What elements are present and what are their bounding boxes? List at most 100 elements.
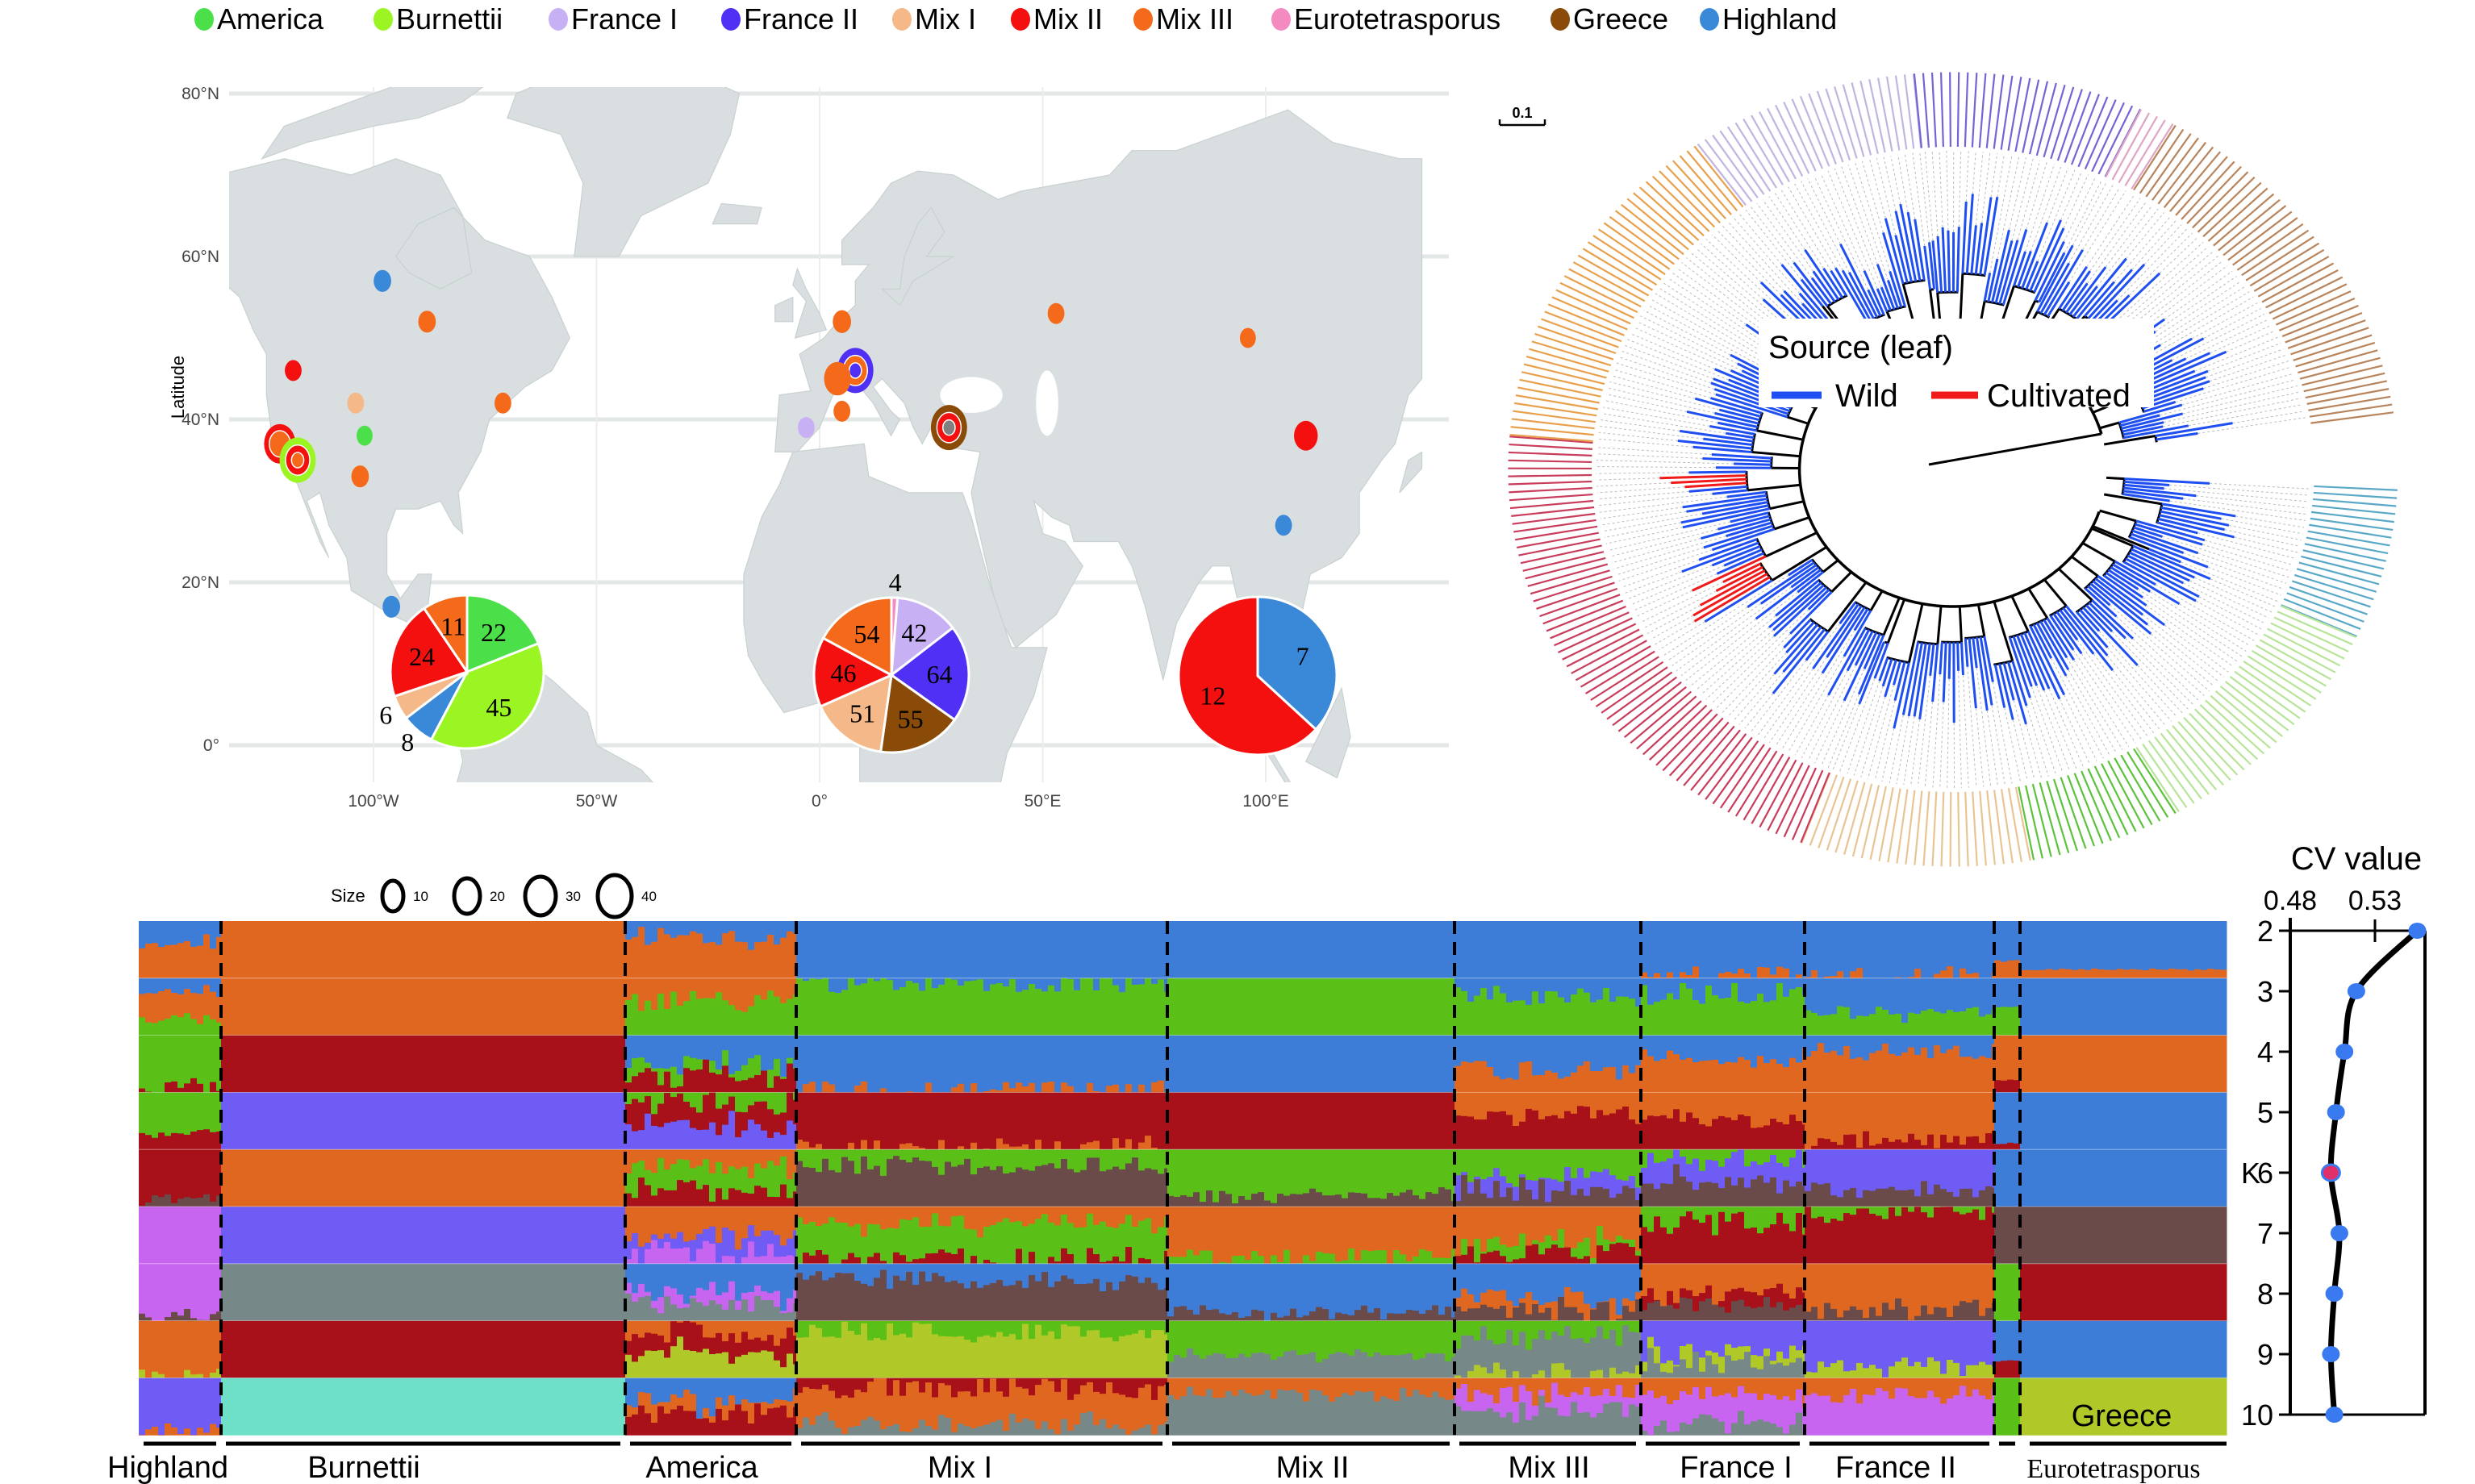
ancestry-bar [1054,1391,1062,1435]
ancestry-bar [835,1320,842,1339]
ancestry-bar [1100,1263,1107,1292]
ancestry-bar [1406,1353,1413,1378]
ancestry-bar [716,978,723,993]
ancestry-bar [1061,921,1068,979]
ancestry-bar [1480,1378,1488,1394]
leader-line [2160,379,2296,416]
ancestry-bar [1455,1035,1462,1067]
tip-label [2257,256,2330,298]
ancestry-bar [1180,1035,1187,1093]
ancestry-bar [1513,1402,1520,1424]
ancestry-bar [1100,1035,1107,1093]
wild-leaf [1867,289,1882,317]
ancestry-bar [938,1149,945,1176]
ancestry-bar [874,1320,881,1339]
ancestry-bar [938,1415,945,1436]
ancestry-bar [1413,921,1420,979]
ancestry-bar [1406,921,1413,979]
tip-label [1705,736,1753,800]
ancestry-bar [1571,1194,1578,1207]
tip-label [2157,141,2207,205]
ancestry-bar [638,1207,645,1248]
pie-slice-label: 22 [481,618,507,647]
leader-line [1876,158,1897,236]
ancestry-bar [505,1035,512,1093]
leader-line [1975,152,1984,226]
ancestry-bar [382,1092,390,1150]
ancestry-bar [197,921,204,947]
ancestry-bar [1029,1035,1036,1084]
ancestry-bar [1571,1292,1578,1308]
ancestry-bar [1158,1207,1165,1228]
ancestry-bar [165,944,172,979]
tip-label [1964,72,1969,148]
ancestry-bar [970,1378,978,1397]
ancestry-bar [1519,1000,1526,1036]
ancestry-bar [906,1162,913,1207]
ancestry-bar [1603,1251,1610,1265]
ancestry-bar [645,1113,652,1150]
ancestry-bar [1480,1304,1488,1322]
ancestry-bar [184,1369,191,1378]
ancestry-bar [1506,1378,1513,1388]
legend-label: Mix I [915,2,976,35]
ancestry-bar [1400,1354,1407,1378]
ancestry-bar [809,1082,816,1093]
ancestry-bar [728,1230,736,1257]
tip-label [2018,786,2035,861]
leader-line [2107,647,2172,722]
ancestry-bar [158,991,165,1022]
leader-line [1939,151,1943,227]
ancestry-bar [1461,1092,1468,1117]
ancestry-bar [970,1207,978,1230]
ancestry-bar [1480,978,1488,989]
ancestry-bar [1238,978,1246,1036]
leader-line [1853,686,1884,776]
ancestry-bar [651,1351,658,1378]
leader-line [1890,155,1901,205]
ancestry-bar [887,1228,894,1265]
ancestry-bar [761,1300,768,1322]
ancestry-bar [1432,1149,1439,1194]
ancestry-bar [615,1207,622,1265]
leader-line [2169,484,2309,496]
ancestry-bar [880,1263,887,1270]
tip-label [2210,694,2271,749]
ancestry-bar [337,1263,344,1322]
wild-leaf [1726,431,1755,440]
ancestry-bar [1187,1149,1194,1198]
ancestry-bar [1029,1092,1036,1150]
ancestry-bar [703,1159,710,1186]
ancestry-bar [608,1092,616,1150]
ancestry-bar [1009,1285,1016,1322]
ancestry-bar [1061,1419,1068,1436]
tree-branch [1907,603,1924,663]
ancestry-bar [408,1207,415,1265]
ancestry-bar [1419,1149,1426,1200]
ancestry-bar [1303,1255,1310,1265]
ancestry-bar [505,1207,512,1265]
ancestry-bar [253,1207,261,1265]
ancestry-bar [899,1333,907,1378]
ancestry-bar [716,992,723,1036]
group-label: America [645,1451,758,1484]
ancestry-bar [1474,1390,1481,1412]
ancestry-bar [1048,985,1055,1036]
ancestry-bar [1225,978,1233,1036]
wild-leaf [2021,222,2049,289]
ancestry-bar [1374,1308,1381,1322]
ancestry-bar [1438,978,1446,1036]
land-mass [880,206,956,306]
ancestry-bar [1277,1149,1284,1194]
ancestry-bar [1493,1181,1500,1207]
ancestry-bar [1622,1243,1630,1265]
wild-leaf [1812,270,1836,303]
ancestry-bar [919,990,926,1036]
ancestry-bar [1455,1115,1462,1150]
ancestry-bar [748,1149,755,1179]
ancestry-bar [651,1320,658,1335]
ancestry-bar [880,1340,887,1378]
ancestry-bar [1584,1263,1591,1305]
ancestry-bar [344,978,351,1036]
ancestry-bar [331,1035,338,1093]
